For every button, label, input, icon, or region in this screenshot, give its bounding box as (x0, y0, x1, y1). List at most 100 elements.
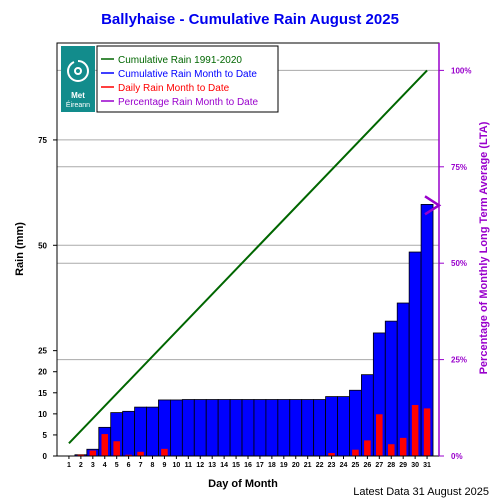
right-tick-label: 100% (451, 66, 471, 75)
right-tick-label: 0% (451, 452, 463, 461)
y-tick-label: 5 (43, 431, 48, 440)
logo-background (61, 46, 95, 112)
x-tick-label: 29 (399, 462, 407, 469)
x-tick-label: 4 (103, 462, 107, 469)
cumulative-bar (265, 399, 279, 457)
x-tick-label: 7 (139, 462, 143, 469)
x-axis-label: Day of Month (208, 478, 278, 490)
legend-label: Cumulative Rain Month to Date (118, 69, 257, 80)
daily-bar (89, 450, 97, 456)
x-tick-label: 1 (67, 462, 71, 469)
legend-item-cumulative: Cumulative Rain Month to Date (101, 69, 257, 80)
x-tick-label: 23 (328, 462, 336, 469)
x-tick-label: 5 (115, 462, 119, 469)
x-tick-label: 25 (352, 462, 360, 469)
x-tick-label: 18 (268, 462, 276, 469)
chart-title: Ballyhaise - Cumulative Rain August 2025 (101, 11, 399, 28)
legend-item-daily: Daily Rain Month to Date (101, 83, 230, 94)
legend-item-lta: Cumulative Rain 1991-2020 (101, 55, 242, 66)
cumulative-bar (170, 399, 183, 457)
x-tick-label: 6 (127, 462, 131, 469)
cumulative-bar (313, 399, 326, 457)
x-tick-label: 30 (411, 462, 419, 469)
cumulative-bars (74, 204, 434, 457)
x-tick-label: 17 (256, 462, 264, 469)
x-tick-label: 3 (91, 462, 95, 469)
x-tick-label: 27 (375, 462, 383, 469)
cumulative-bar (134, 406, 147, 457)
x-tick-label: 28 (387, 462, 395, 469)
y-tick-label: 20 (38, 368, 47, 377)
legend: Cumulative Rain 1991-2020 Cumulative Rai… (96, 45, 279, 113)
cumulative-bar (193, 399, 207, 457)
x-tick-label: 21 (304, 462, 312, 469)
logo-text: Met (71, 91, 85, 100)
daily-bars (77, 405, 431, 456)
x-tick-label: 19 (280, 462, 288, 469)
cumulative-bar (241, 399, 255, 457)
cumulative-bar (146, 406, 159, 457)
daily-bar (328, 453, 335, 456)
logo-text: Éireann (66, 100, 90, 109)
x-axis-ticks: 1 2 3 4 5 6 7 8 9 10 11 12 13 14 15 16 17 18 19 20 21 22 23 24 2… (67, 456, 431, 469)
legend-label: Cumulative Rain 1991-2020 (118, 55, 242, 66)
cumulative-bar (205, 399, 219, 457)
cumulative-bar (384, 320, 398, 457)
legend-box (96, 45, 279, 113)
daily-bar (77, 454, 85, 456)
cumulative-bar (325, 396, 338, 457)
y-tick-label: 15 (38, 389, 47, 398)
cumulative-bar (122, 410, 135, 457)
percentage-marker (424, 195, 442, 216)
x-tick-label: 9 (162, 462, 166, 469)
daily-bar (387, 444, 395, 456)
cumulative-bar (217, 399, 231, 457)
x-tick-label: 16 (244, 462, 252, 469)
cumulative-bar (289, 399, 303, 457)
right-tick-label: 50% (451, 259, 467, 268)
y-axis-ticks: 0 5 10 15 20 25 50 75 (38, 136, 57, 461)
y-tick-label: 10 (38, 410, 47, 419)
x-tick-label: 31 (423, 462, 431, 469)
cumulative-bar (396, 302, 410, 457)
y-tick-label: 25 (38, 347, 47, 356)
daily-bar (352, 449, 359, 456)
x-tick-label: 11 (185, 462, 193, 469)
x-tick-label: 12 (196, 462, 204, 469)
cumulative-bar (277, 399, 291, 457)
daily-bar (137, 451, 144, 456)
cumulative-bar (253, 399, 267, 457)
legend-label: Daily Rain Month to Date (118, 83, 230, 94)
latest-data-label: Latest Data 31 August 2025 (353, 486, 489, 498)
x-tick-label: 15 (232, 462, 240, 469)
y-tick-label: 0 (43, 452, 48, 461)
right-axis-ticks: 0% 25% 50% 75% 100% (438, 43, 471, 461)
x-tick-label: 10 (172, 462, 180, 469)
right-tick-label: 75% (451, 163, 467, 172)
y-axis-label: Rain (mm) (14, 222, 26, 276)
daily-bar (364, 440, 371, 456)
daily-bar (125, 454, 132, 456)
daily-bar (399, 437, 407, 456)
cumulative-bar (158, 399, 171, 457)
x-tick-label: 13 (208, 462, 216, 469)
legend-label: Percentage Rain Month to Date (118, 97, 259, 108)
x-tick-label: 24 (340, 462, 348, 469)
x-tick-label: 14 (220, 462, 228, 469)
daily-bar (113, 441, 120, 456)
y-tick-label: 50 (38, 241, 47, 250)
met-eireann-logo: Met Éireann (61, 46, 95, 112)
daily-bar (376, 414, 383, 456)
x-tick-label: 20 (292, 462, 300, 469)
cumulative-bar (181, 399, 195, 457)
y-tick-label: 75 (38, 136, 47, 145)
cumulative-bar (337, 396, 350, 457)
right-tick-label: 25% (451, 356, 467, 365)
x-tick-label: 2 (79, 462, 83, 469)
logo-swirl-icon (67, 60, 89, 82)
x-tick-label: 26 (363, 462, 371, 469)
gridlines (57, 69, 439, 361)
daily-bar (101, 434, 109, 456)
right-axis-label: Percentage of Monthly Long Term Average … (478, 121, 490, 374)
